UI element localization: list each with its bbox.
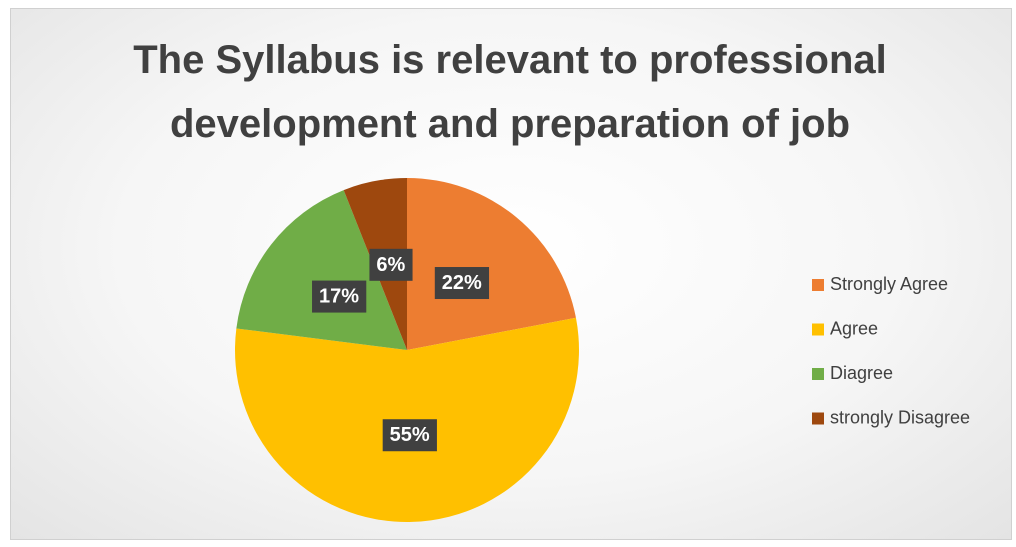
chart-title: The Syllabus is relevant to professional… <box>133 38 887 146</box>
legend-swatch <box>812 279 824 291</box>
legend-swatch <box>812 368 824 380</box>
legend-swatch <box>812 323 824 336</box>
data-label: 22% <box>442 272 482 294</box>
legend-label: strongly Disagree <box>830 407 970 427</box>
legend-label: Strongly Agree <box>830 274 948 294</box>
data-label: 55% <box>390 424 430 446</box>
data-label-box <box>312 280 367 313</box>
data-label-box <box>434 267 490 300</box>
data-label: 17% <box>319 286 359 308</box>
data-label-box <box>369 248 413 281</box>
data-label: 6% <box>376 254 405 276</box>
legend-label: Agree <box>830 318 878 338</box>
pie-slice <box>407 178 576 350</box>
legend-label: Diagree <box>830 363 893 383</box>
legend-swatch <box>812 412 824 425</box>
data-label-box <box>382 419 437 452</box>
